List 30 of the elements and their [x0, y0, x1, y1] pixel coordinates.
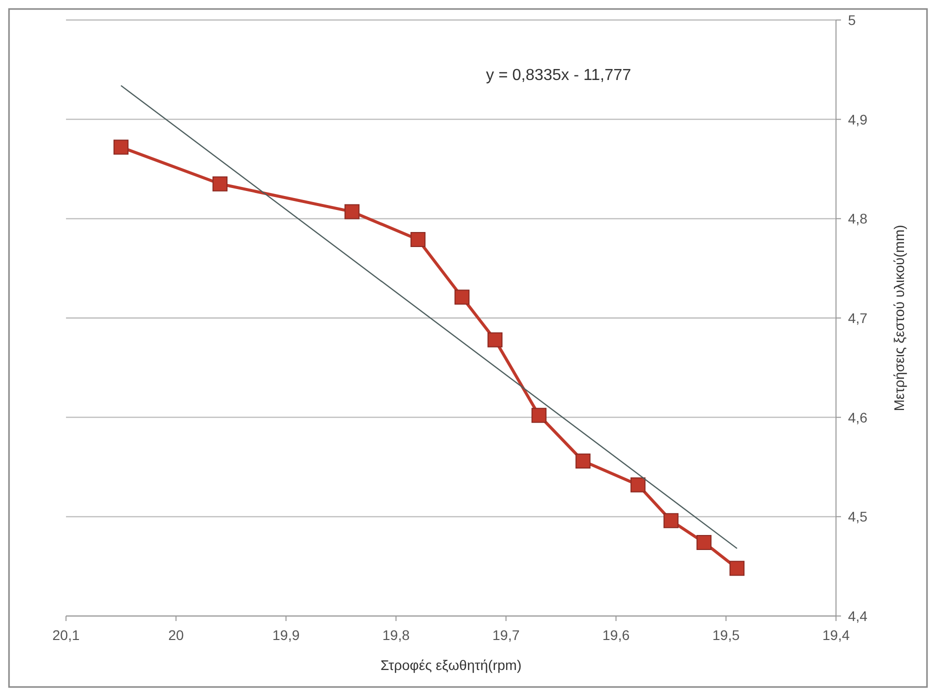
annotation: y = 0,8335x - 11,777 — [486, 67, 632, 84]
x-tick-label: 19,8 — [382, 627, 410, 643]
y-tick-label: 4,7 — [848, 310, 868, 326]
point — [730, 560, 744, 576]
y-axis-title: Μετρήσεις ξεστού υλικού(mm) — [891, 224, 907, 412]
point — [410, 232, 426, 248]
x-tick-label: 20 — [168, 627, 184, 643]
point — [576, 454, 590, 469]
x-tick-label: 19,7 — [492, 627, 520, 643]
y-tick-label: 5 — [848, 12, 856, 28]
point — [454, 290, 470, 305]
y-tick-label: 4,5 — [848, 508, 868, 525]
y-tick-label: 4,4 — [848, 608, 868, 624]
x-tick-label: 19,6 — [602, 627, 630, 643]
x-tick-label: 19,4 — [822, 627, 850, 643]
point — [212, 176, 228, 192]
y-tick-label: 4,6 — [848, 409, 868, 426]
x-tick-label: 20,1 — [52, 627, 80, 643]
x-tick-label: 19,5 — [712, 627, 740, 643]
y-tick-label: 4,8 — [848, 210, 868, 227]
x-axis-title: Στροφές εξωθητή(rpm) — [380, 657, 522, 673]
point — [664, 513, 678, 528]
point — [532, 408, 546, 423]
point — [114, 140, 128, 155]
point — [488, 332, 502, 348]
point — [696, 534, 712, 550]
point — [344, 204, 360, 220]
x-tick-label: 19,9 — [272, 627, 300, 643]
y-tick-label: 4,9 — [848, 111, 868, 128]
point — [630, 477, 646, 492]
